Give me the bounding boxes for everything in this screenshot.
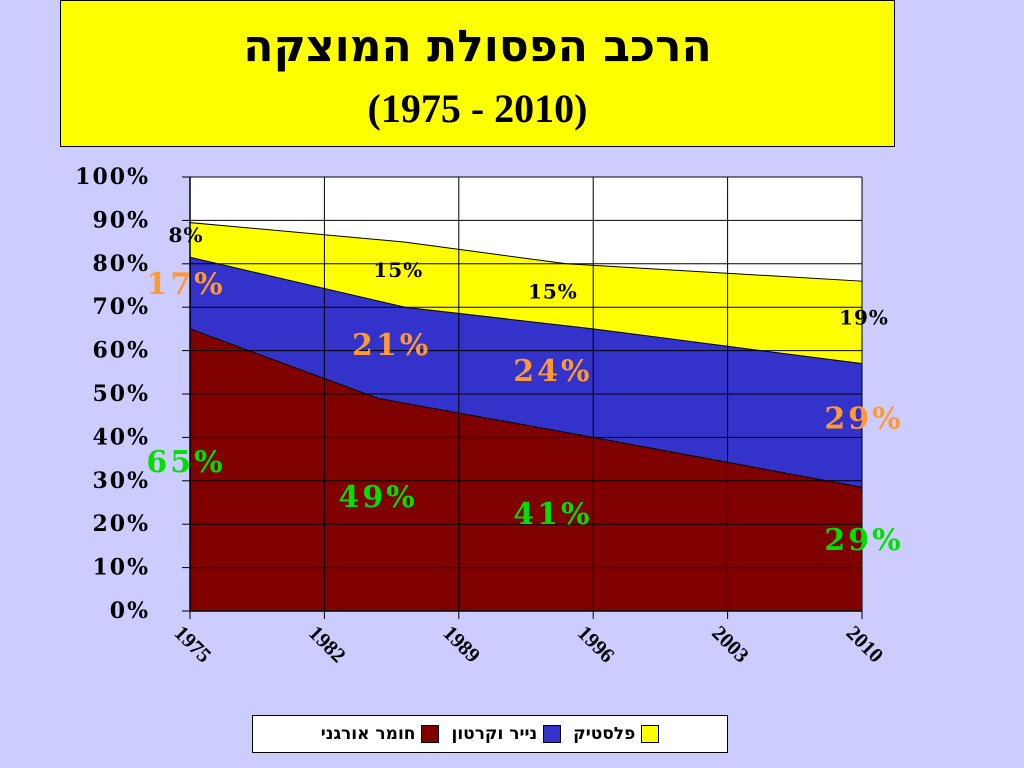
x-tick-label: 2010 bbox=[842, 621, 889, 668]
y-tick-label: 100% bbox=[75, 164, 150, 190]
legend: פלסטיק נייר וקרטון חומר אורגני bbox=[252, 715, 728, 753]
data-label: 19% bbox=[839, 306, 889, 330]
data-label: 24% bbox=[513, 354, 592, 389]
y-tick-label: 40% bbox=[92, 424, 150, 450]
chart-subtitle: (1975 - 2010) bbox=[367, 86, 588, 131]
data-label: 49% bbox=[339, 480, 418, 515]
data-label: 15% bbox=[528, 280, 578, 304]
y-tick-label: 90% bbox=[92, 207, 150, 233]
legend-label-plastic: פלסטיק bbox=[573, 724, 636, 744]
x-tick-label: 1982 bbox=[304, 621, 351, 668]
y-tick-label: 50% bbox=[92, 381, 150, 407]
y-tick-label: 20% bbox=[92, 511, 150, 537]
data-label: 15% bbox=[373, 258, 423, 282]
legend-item-plastic: פלסטיק bbox=[573, 724, 660, 744]
y-tick-label: 80% bbox=[92, 251, 150, 277]
data-label: 29% bbox=[824, 402, 903, 437]
data-label: 41% bbox=[513, 497, 592, 532]
legend-item-paper: נייר וקרטון bbox=[451, 724, 562, 744]
data-label: 65% bbox=[146, 445, 225, 480]
chart-title: הרכב הפסולת המוצקה bbox=[243, 21, 712, 72]
x-tick-label: 1996 bbox=[573, 621, 620, 668]
data-label: 21% bbox=[352, 328, 431, 363]
legend-label-paper: נייר וקרטון bbox=[451, 724, 538, 744]
x-tick-label: 1989 bbox=[438, 621, 485, 668]
x-tick-label: 1975 bbox=[170, 621, 217, 668]
y-tick-label: 0% bbox=[110, 598, 150, 624]
y-tick-label: 30% bbox=[92, 468, 150, 494]
y-tick-label: 60% bbox=[92, 338, 150, 364]
y-tick-label: 10% bbox=[92, 555, 150, 581]
legend-swatch-paper bbox=[543, 725, 562, 743]
y-tick-label: 70% bbox=[92, 294, 150, 320]
x-tick-label: 2003 bbox=[707, 621, 754, 668]
legend-swatch-organic bbox=[421, 725, 440, 743]
legend-swatch-plastic bbox=[641, 725, 660, 743]
title-box: הרכב הפסולת המוצקה (1975 - 2010) bbox=[60, 0, 895, 147]
legend-item-organic: חומר אורגני bbox=[321, 724, 440, 744]
data-label: 8% bbox=[169, 223, 204, 247]
data-label: 17% bbox=[146, 267, 225, 302]
legend-label-organic: חומר אורגני bbox=[320, 724, 416, 744]
data-label: 29% bbox=[824, 523, 903, 558]
